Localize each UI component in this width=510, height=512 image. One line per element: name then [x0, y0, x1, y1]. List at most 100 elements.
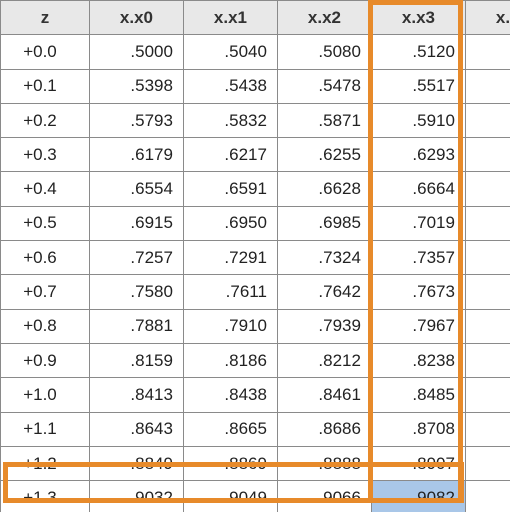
value-cell: .9066	[277, 481, 371, 512]
value-cell: .8643	[89, 412, 183, 446]
value-cell: .89	[465, 446, 510, 480]
z-cell: +0.0	[1, 35, 90, 69]
value-cell: .5040	[183, 35, 277, 69]
value-cell: .7257	[89, 241, 183, 275]
z-cell: +0.4	[1, 172, 90, 206]
value-cell: .5000	[89, 35, 183, 69]
value-cell: .67	[465, 172, 510, 206]
z-cell: +0.6	[1, 241, 90, 275]
value-cell: .73	[465, 241, 510, 275]
col-header-1: x.x0	[89, 1, 183, 35]
value-cell: .6664	[371, 172, 465, 206]
col-header-4: x.x3	[371, 1, 465, 35]
value-cell: .7357	[371, 241, 465, 275]
value-cell: .7642	[277, 275, 371, 309]
z-cell: +1.3	[1, 481, 90, 512]
value-cell: .8413	[89, 378, 183, 412]
table-row: +0.8.7881.7910.7939.7967.79	[1, 309, 510, 343]
value-cell: .8849	[89, 446, 183, 480]
value-cell: .5871	[277, 103, 371, 137]
value-cell: .59	[465, 103, 510, 137]
table-body: +0.0.5000.5040.5080.5120.51+0.1.5398.543…	[1, 35, 510, 512]
highlighted-cell: .9082	[371, 481, 465, 512]
value-cell: .8869	[183, 446, 277, 480]
value-cell: .7910	[183, 309, 277, 343]
table-row: +0.2.5793.5832.5871.5910.59	[1, 103, 510, 137]
value-cell: .7611	[183, 275, 277, 309]
z-cell: +1.0	[1, 378, 90, 412]
table-row: +1.3.9032.9049.9066.9082.90	[1, 481, 510, 512]
table-row: +0.1.5398.5438.5478.5517.55	[1, 69, 510, 103]
col-header-2: x.x1	[183, 1, 277, 35]
value-cell: .6950	[183, 206, 277, 240]
z-cell: +0.2	[1, 103, 90, 137]
value-cell: .5080	[277, 35, 371, 69]
value-cell: .7939	[277, 309, 371, 343]
value-cell: .5398	[89, 69, 183, 103]
table-row: +1.2.8849.8869.8888.8907.89	[1, 446, 510, 480]
value-cell: .7291	[183, 241, 277, 275]
value-cell: .8907	[371, 446, 465, 480]
z-cell: +0.9	[1, 343, 90, 377]
value-cell: .8438	[183, 378, 277, 412]
value-cell: .51	[465, 35, 510, 69]
table-row: +0.4.6554.6591.6628.6664.67	[1, 172, 510, 206]
value-cell: .5438	[183, 69, 277, 103]
value-cell: .6179	[89, 138, 183, 172]
table-row: +0.9.8159.8186.8212.8238.82	[1, 343, 510, 377]
value-cell: .8159	[89, 343, 183, 377]
value-cell: .6591	[183, 172, 277, 206]
value-cell: .8212	[277, 343, 371, 377]
z-cell: +0.8	[1, 309, 90, 343]
header-row: zx.x0x.x1x.x2x.x3x.x4	[1, 1, 510, 35]
table-row: +0.3.6179.6217.6255.6293.63	[1, 138, 510, 172]
table-row: +1.1.8643.8665.8686.8708.87	[1, 412, 510, 446]
value-cell: .8238	[371, 343, 465, 377]
value-cell: .55	[465, 69, 510, 103]
z-cell: +0.5	[1, 206, 90, 240]
value-cell: .5793	[89, 103, 183, 137]
value-cell: .6293	[371, 138, 465, 172]
col-header-3: x.x2	[277, 1, 371, 35]
value-cell: .7019	[371, 206, 465, 240]
value-cell: .6985	[277, 206, 371, 240]
value-cell: .6554	[89, 172, 183, 206]
value-cell: .6255	[277, 138, 371, 172]
value-cell: .87	[465, 412, 510, 446]
value-cell: .7967	[371, 309, 465, 343]
z-cell: +0.3	[1, 138, 90, 172]
value-cell: .5120	[371, 35, 465, 69]
value-cell: .9032	[89, 481, 183, 512]
z-cell: +1.2	[1, 446, 90, 480]
value-cell: .70	[465, 206, 510, 240]
table-row: +0.5.6915.6950.6985.7019.70	[1, 206, 510, 240]
value-cell: .7324	[277, 241, 371, 275]
value-cell: .5910	[371, 103, 465, 137]
z-cell: +0.7	[1, 275, 90, 309]
value-cell: .8708	[371, 412, 465, 446]
z-cell: +1.1	[1, 412, 90, 446]
table-row: +0.7.7580.7611.7642.7673.77	[1, 275, 510, 309]
table-row: +1.0.8413.8438.8461.8485.85	[1, 378, 510, 412]
value-cell: .8686	[277, 412, 371, 446]
value-cell: .7580	[89, 275, 183, 309]
value-cell: .6915	[89, 206, 183, 240]
value-cell: .9049	[183, 481, 277, 512]
value-cell: .79	[465, 309, 510, 343]
value-cell: .6628	[277, 172, 371, 206]
col-header-0: z	[1, 1, 90, 35]
value-cell: .82	[465, 343, 510, 377]
z-cell: +0.1	[1, 69, 90, 103]
table-row: +0.0.5000.5040.5080.5120.51	[1, 35, 510, 69]
value-cell: .7673	[371, 275, 465, 309]
value-cell: .8888	[277, 446, 371, 480]
value-cell: .6217	[183, 138, 277, 172]
value-cell: .8485	[371, 378, 465, 412]
value-cell: .8461	[277, 378, 371, 412]
table-row: +0.6.7257.7291.7324.7357.73	[1, 241, 510, 275]
value-cell: .5478	[277, 69, 371, 103]
value-cell: .90	[465, 481, 510, 512]
value-cell: .8665	[183, 412, 277, 446]
value-cell: .8186	[183, 343, 277, 377]
value-cell: .85	[465, 378, 510, 412]
